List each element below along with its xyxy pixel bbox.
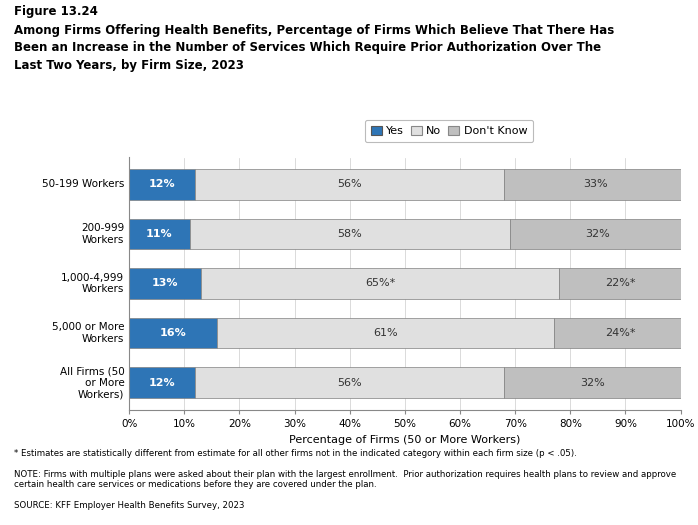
Bar <box>554 318 686 349</box>
Bar <box>129 169 195 200</box>
Bar <box>559 268 681 299</box>
Text: 56%: 56% <box>337 377 362 387</box>
Text: 56%: 56% <box>337 180 362 190</box>
Bar <box>195 169 504 200</box>
Text: * Estimates are statistically different from estimate for all other firms not in: * Estimates are statistically different … <box>14 449 577 458</box>
Bar <box>129 268 201 299</box>
Bar <box>510 218 686 249</box>
Bar <box>504 169 686 200</box>
Text: 11%: 11% <box>146 229 173 239</box>
Text: 33%: 33% <box>583 180 607 190</box>
Text: SOURCE: KFF Employer Health Benefits Survey, 2023: SOURCE: KFF Employer Health Benefits Sur… <box>14 501 244 510</box>
X-axis label: Percentage of Firms (50 or More Workers): Percentage of Firms (50 or More Workers) <box>289 435 521 446</box>
Text: 12%: 12% <box>149 180 175 190</box>
Text: 58%: 58% <box>337 229 362 239</box>
Text: 32%: 32% <box>586 229 610 239</box>
Legend: Yes, No, Don't Know: Yes, No, Don't Know <box>365 120 533 142</box>
Text: NOTE: Firms with multiple plans were asked about their plan with the largest enr: NOTE: Firms with multiple plans were ask… <box>14 470 676 489</box>
Bar <box>190 218 510 249</box>
Text: 65%*: 65%* <box>365 278 395 289</box>
Bar <box>504 368 681 398</box>
Bar <box>217 318 554 349</box>
Bar <box>129 318 217 349</box>
Bar <box>195 368 504 398</box>
Text: 12%: 12% <box>149 377 175 387</box>
Text: 32%: 32% <box>580 377 604 387</box>
Text: 13%: 13% <box>151 278 178 289</box>
Bar <box>129 218 190 249</box>
Bar <box>129 368 195 398</box>
Text: 22%*: 22%* <box>604 278 635 289</box>
Text: Figure 13.24: Figure 13.24 <box>14 5 98 18</box>
Text: 24%*: 24%* <box>604 328 635 338</box>
Text: 61%: 61% <box>373 328 398 338</box>
Text: 16%: 16% <box>160 328 186 338</box>
Text: Among Firms Offering Health Benefits, Percentage of Firms Which Believe That The: Among Firms Offering Health Benefits, Pe… <box>14 24 614 71</box>
Bar <box>201 268 559 299</box>
